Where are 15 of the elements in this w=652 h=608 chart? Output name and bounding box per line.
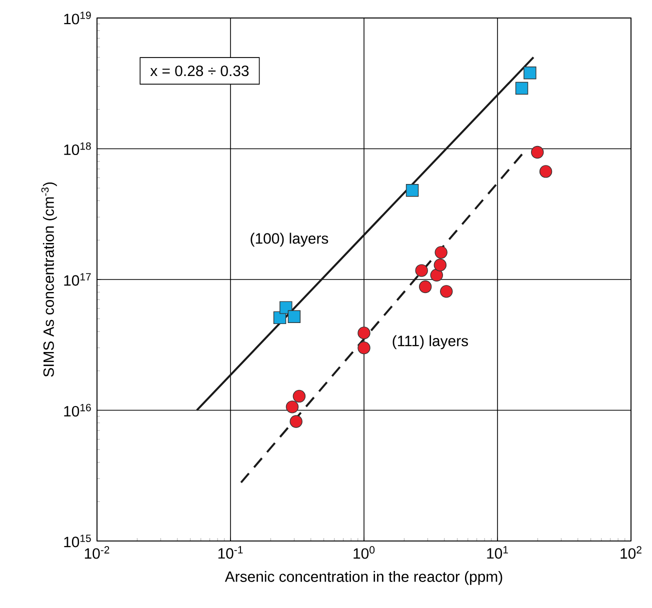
x-tick-label: 10$^{-2}$ bbox=[84, 546, 110, 559]
annotation: (100) layers bbox=[250, 232, 328, 247]
y-axis-title: SIMS As concentration (cm$^{-3}$) bbox=[41, 182, 57, 377]
y-tick-label: 10$^{15}$ bbox=[64, 534, 91, 548]
x-tick-label: 10$^{-1}$ bbox=[218, 546, 243, 559]
x-tick-label: 10$^{2}$ bbox=[620, 546, 642, 559]
annotation: x = 0.28 ÷ 0.33 bbox=[150, 66, 249, 76]
y-tick-label: 10$^{17}$ bbox=[64, 273, 91, 286]
annotation: (111) layers bbox=[392, 335, 468, 350]
x-axis-title: Arsenic concentration in the reactor (ppm) bbox=[224, 570, 502, 585]
x-tick-label: 10$^{1}$ bbox=[487, 546, 508, 559]
y-tick-label: 10$^{18}$ bbox=[64, 142, 91, 156]
y-tick-label: 10$^{19}$ bbox=[64, 12, 91, 24]
x-tick-label: 10$^{0}$ bbox=[354, 546, 375, 559]
y-tick-label: 10$^{16}$ bbox=[64, 404, 91, 417]
